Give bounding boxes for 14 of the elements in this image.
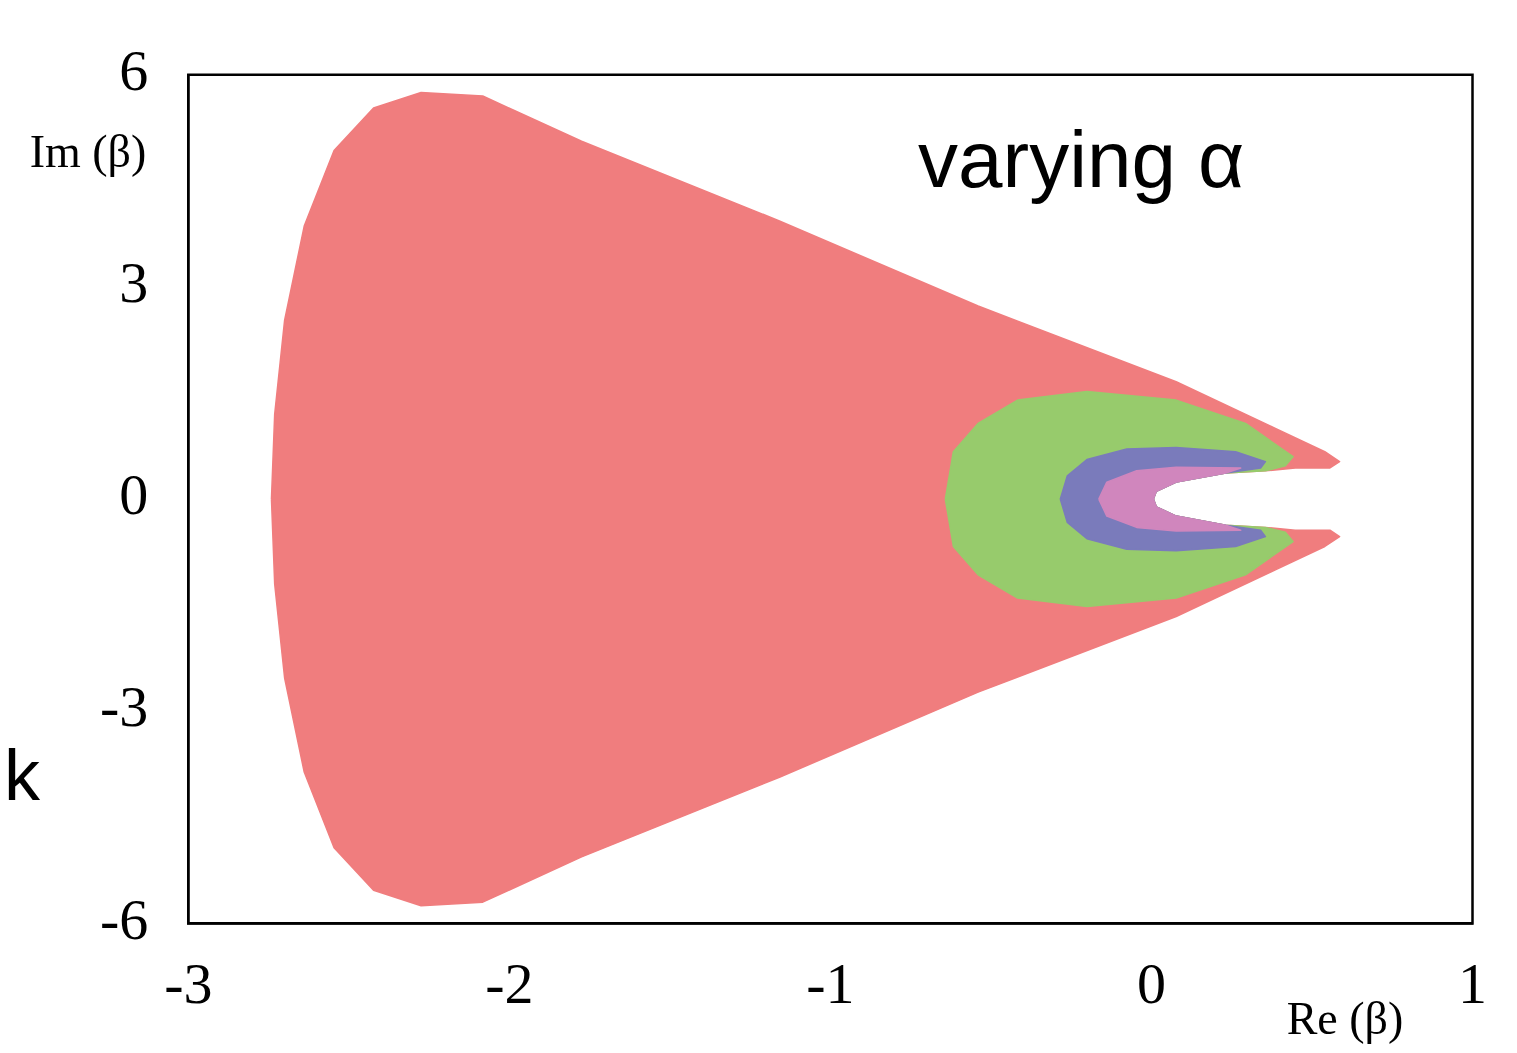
- text: k: [4, 734, 41, 815]
- annotation: varying α: [918, 115, 1245, 205]
- y-tick-label: 3: [119, 250, 149, 316]
- x-tick-label: -2: [485, 951, 534, 1017]
- y-axis-title: Im (β): [29, 126, 147, 178]
- y-tick-label: 6: [119, 38, 149, 104]
- y-tick-label: 0: [119, 462, 149, 528]
- y-tick-label: -3: [99, 674, 149, 740]
- x-axis-title: Re (β): [1286, 993, 1404, 1045]
- x-tick-label: 1: [1458, 951, 1487, 1017]
- y-tick-label: -6: [99, 886, 149, 952]
- x-tick-label: -3: [164, 951, 213, 1017]
- x-tick-label: -1: [806, 951, 855, 1017]
- x-tick-label: 0: [1136, 951, 1166, 1017]
